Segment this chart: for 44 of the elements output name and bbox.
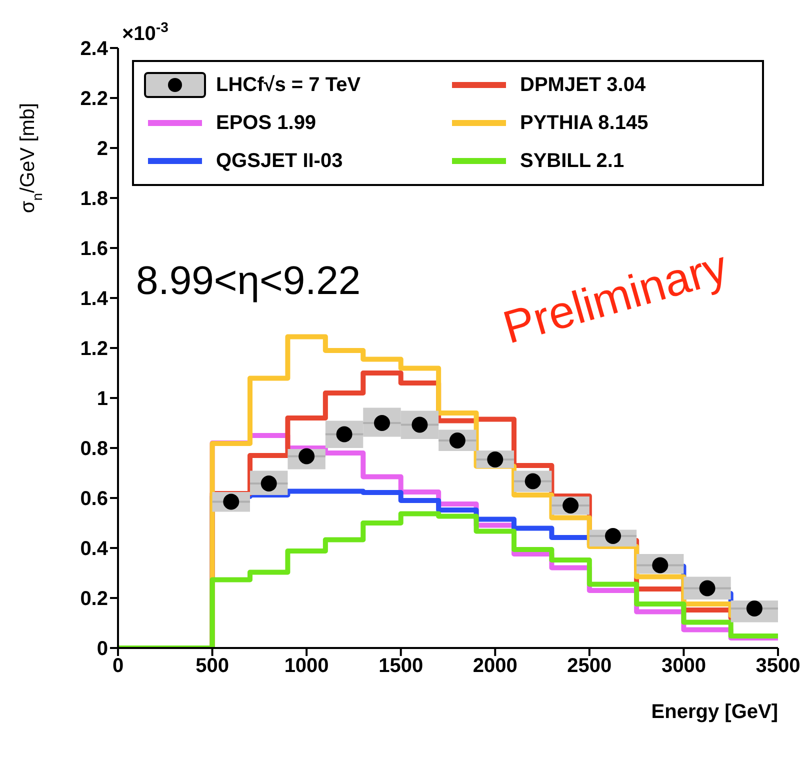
point: [652, 557, 668, 574]
x-tick-label: 1500: [378, 655, 424, 678]
text: ×10$^{-3}$: [122, 19, 169, 45]
point: [487, 452, 504, 468]
legend-label: SYBILL 2.1: [520, 150, 624, 172]
y-tick-label: 0: [96, 638, 108, 660]
point: [746, 600, 762, 616]
y-tick-label: 1.2: [80, 338, 108, 360]
legend-label: DPMJET 3.04: [520, 74, 646, 96]
point: [374, 415, 390, 431]
y-tick-label: 0.2: [80, 588, 108, 610]
y-tick-label: 1.8: [80, 188, 108, 210]
legend-label: LHCf√s = 7 TeV: [216, 74, 361, 96]
point: [449, 432, 466, 448]
y-tick-label: 1: [96, 388, 108, 410]
x-tick-label: 3000: [661, 655, 706, 678]
y-tick-label: 2.2: [80, 88, 108, 110]
point: [260, 476, 277, 492]
y-tick-label: 1.6: [80, 238, 108, 260]
point: [336, 426, 352, 442]
point: [524, 473, 541, 490]
legend-label: QGSJET II-03: [216, 150, 343, 172]
point: [562, 498, 579, 514]
point: [298, 448, 315, 464]
point: [605, 528, 621, 544]
y-tick-label: 0.6: [80, 488, 108, 510]
x-tick-label: 1000: [284, 655, 329, 678]
x-tick-label: 2000: [472, 655, 518, 678]
x-tick-label: 0: [112, 655, 124, 678]
x-tick-label: 500: [196, 655, 229, 678]
y-tick-label: 1.4: [80, 288, 109, 310]
point: [412, 416, 428, 433]
y-tick-label: 2.4: [80, 38, 109, 60]
y-tick-label: 2: [96, 138, 108, 160]
y-tick-label: 0.8: [80, 438, 108, 460]
y-tick-label: 0.4: [80, 538, 109, 560]
x-axis-title: Energy [GeV]: [651, 701, 778, 723]
legend-label: PYTHIA 8.145: [520, 112, 648, 134]
point: [223, 494, 240, 510]
point: [699, 580, 716, 596]
x-tick-label: 2500: [567, 655, 612, 678]
legend-label: EPOS 1.99: [216, 112, 316, 134]
x-tick-label: 3500: [756, 655, 800, 678]
annotation: 8.99<η<9.22: [136, 259, 361, 303]
